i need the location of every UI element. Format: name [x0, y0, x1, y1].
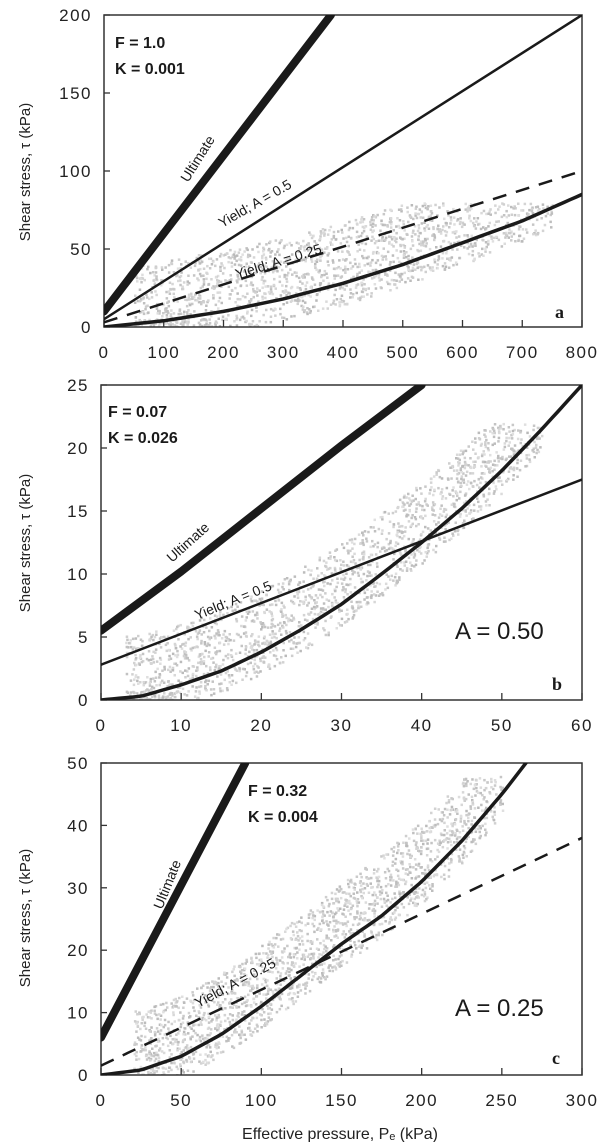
param-k-c: K = 0.004: [248, 809, 318, 826]
y-tick-label: 10: [67, 1004, 89, 1023]
x-tick-label: 60: [571, 716, 593, 735]
yield-a-0-5-line: [101, 478, 582, 666]
y-axis-title-c: Shear stress, τ (kPa): [17, 849, 34, 987]
x-tick-label: 50: [491, 716, 513, 735]
label-yield05-b: Yield; A = 0.5: [192, 577, 274, 622]
param-f-a: F = 1.0: [115, 35, 165, 52]
x-tick-label: 400: [327, 343, 360, 362]
y-tick-label: 5: [78, 628, 89, 647]
y-tick-label: 25: [67, 376, 89, 395]
x-tick-label: 500: [386, 343, 419, 362]
y-axis-title-a: Shear stress, τ (kPa): [17, 103, 34, 241]
x-tick-label: 40: [411, 716, 433, 735]
fit-curve-line: [101, 763, 528, 1075]
y-axis-title-b: Shear stress, τ (kPa): [17, 474, 34, 612]
y-tick-label: 200: [59, 6, 92, 25]
label-ultimate-b: Ultimate: [163, 519, 212, 565]
y-tick-label: 20: [67, 941, 89, 960]
param-f-b: F = 0.07: [108, 404, 167, 421]
param-f-c: F = 0.32: [248, 783, 307, 800]
panel-b: 0 5 10 15 20 25 0 10 20 30 40 50 60: [67, 376, 593, 735]
label-yield025-a: Yield; A = 0.25: [233, 240, 323, 281]
y-tick-label: 10: [67, 565, 89, 584]
x-tick-label: 10: [170, 716, 192, 735]
x-tick-label: 100: [245, 1091, 278, 1110]
ultimate-line: [101, 763, 250, 1042]
plot-frame: [100, 762, 583, 1076]
yield-a-0-25-line: [104, 169, 582, 324]
y-tick-label: 0: [78, 691, 89, 710]
panel-a: 0 50 100 150 200 0 100 200 300 400 500 600 700 800: [59, 6, 599, 362]
x-tick-label: 100: [147, 343, 180, 362]
x-tick-label: 200: [405, 1091, 438, 1110]
yield-a-0-5-line: [104, 15, 582, 321]
panel-letter-b: b: [552, 674, 562, 694]
y-tick-label: 30: [67, 879, 89, 898]
y-tick-label: 15: [67, 502, 89, 521]
panel-letter-c: c: [552, 1048, 560, 1068]
observation-cloud: [133, 202, 555, 327]
a-value-b: A = 0.50: [455, 618, 544, 645]
y-tick-label: 100: [59, 162, 92, 181]
y-tick-label: 150: [59, 84, 92, 103]
x-tick-label: 800: [566, 343, 599, 362]
x-tick-label: 0: [96, 1091, 107, 1110]
x-tick-label: 200: [207, 343, 240, 362]
x-tick-label: 250: [485, 1091, 518, 1110]
y-tick-label: 20: [67, 439, 89, 458]
x-tick-label: 150: [325, 1091, 358, 1110]
y-tick-label: 50: [67, 754, 89, 773]
y-tick-label: 0: [78, 1066, 89, 1085]
observation-cloud: [133, 775, 505, 1075]
x-tick-label: 20: [250, 716, 272, 735]
param-k-b: K = 0.026: [108, 430, 178, 447]
y-tick-label: 0: [81, 318, 92, 337]
fit-curve-line: [104, 192, 582, 327]
x-tick-label: 30: [331, 716, 353, 735]
x-tick-label: 300: [267, 343, 300, 362]
ultimate-line: [104, 15, 335, 316]
panel-c: 0 10 20 30 40 50 0 50 100 150 200 250 300: [67, 754, 599, 1110]
fit-curve-line: [101, 385, 582, 700]
yield-a-0-25-line: [101, 836, 582, 1067]
x-tick-label: 0: [99, 343, 110, 362]
panel-letter-a: a: [555, 302, 564, 322]
x-tick-label: 700: [506, 343, 539, 362]
y-tick-label: 50: [70, 240, 92, 259]
param-k-a: K = 0.001: [115, 61, 185, 78]
x-tick-label: 600: [446, 343, 479, 362]
x-tick-label: 50: [170, 1091, 192, 1110]
x-tick-label: 300: [566, 1091, 599, 1110]
x-axis-title: Effective pressure, Pₑ (kPa): [242, 1126, 438, 1142]
ultimate-line: [101, 385, 426, 635]
y-tick-label: 40: [67, 816, 89, 835]
x-tick-label: 0: [96, 716, 107, 735]
a-value-c: A = 0.25: [455, 995, 544, 1022]
